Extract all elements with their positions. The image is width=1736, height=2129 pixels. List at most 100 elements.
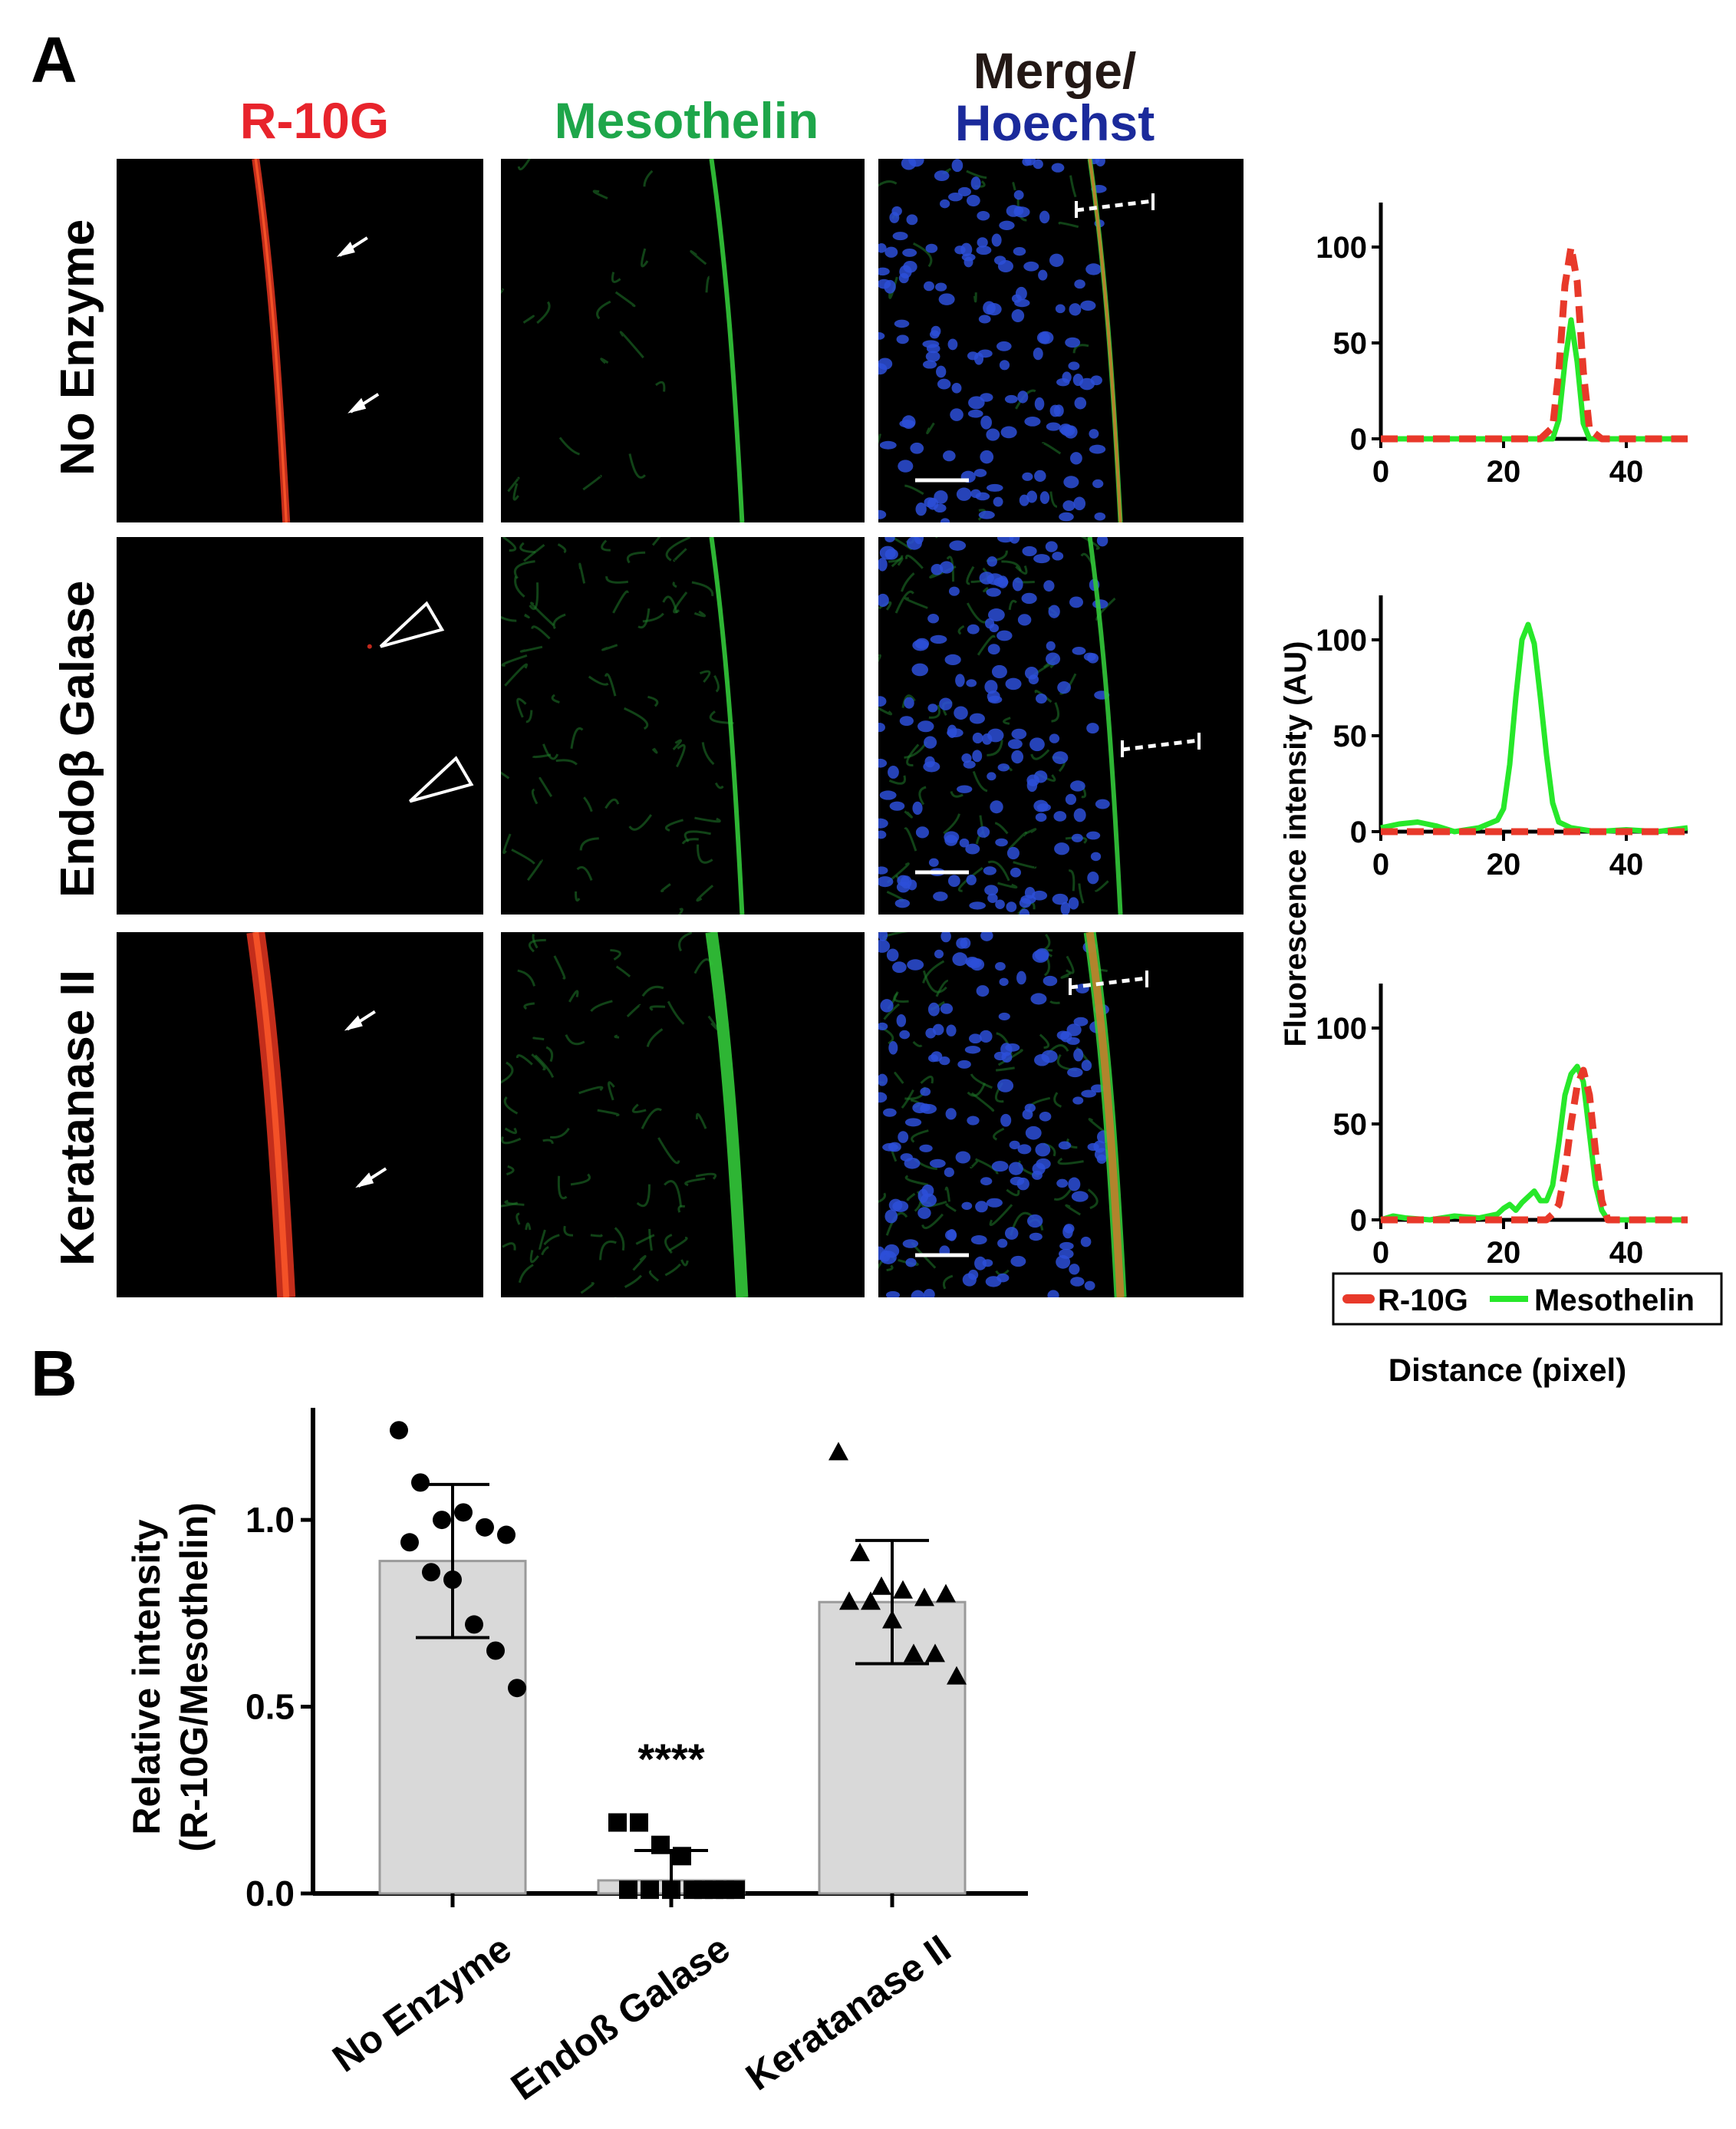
data-point [871, 1576, 891, 1595]
profile-y-tick-label: 100 [1316, 624, 1367, 657]
row-header-endo-galase: Endoβ Galase [51, 580, 104, 898]
data-point [882, 1610, 902, 1629]
data-point [411, 1473, 430, 1492]
series-r10g-line [1381, 1066, 1688, 1224]
mesothelin-signal [709, 537, 745, 915]
data-point [465, 1615, 483, 1634]
data-point [839, 1591, 859, 1610]
mesothelin-signal [1087, 537, 1123, 915]
line-profile-marker [1121, 733, 1201, 757]
legend-r10g-label: R-10G [1378, 1284, 1468, 1317]
data-point [619, 1880, 637, 1900]
data-point [925, 1643, 945, 1663]
profile-y-tick-label: 50 [1333, 1108, 1368, 1142]
profile-x-tick-label: 0 [1372, 455, 1389, 489]
micrograph-no-enzyme-mesothelin [501, 159, 865, 522]
profile-x-tick-label: 20 [1487, 848, 1521, 882]
profile-plot: 0 50 100 0 20 40 [1316, 595, 1688, 882]
bar-y-axis-label-line1: Relative intensity [125, 1519, 168, 1834]
profile-x-tick-label: 20 [1487, 455, 1521, 489]
merge-label: Merge/ [973, 42, 1137, 99]
panel-a-label: A [31, 24, 77, 96]
data-point [861, 1591, 881, 1610]
column-header-merge: Merge/ Hoechst [871, 44, 1239, 149]
profile-y-tick-label: 50 [1333, 720, 1368, 753]
open-arrowhead-icon [409, 756, 474, 803]
data-point [914, 1587, 934, 1607]
data-point [893, 1580, 913, 1599]
arrow-icon [348, 393, 380, 414]
bar-y-axis-label-line2: (R-10G/Mesothelin) [173, 1502, 216, 1852]
category-label: Keratanase II [738, 1926, 958, 2098]
arrow-icon [344, 1010, 376, 1031]
profile-plot: 0 50 100 0 20 40 [1316, 203, 1688, 489]
line-profile-marker [1075, 193, 1155, 218]
micrograph-endo-galase-mesothelin [501, 537, 865, 915]
data-point [400, 1533, 419, 1552]
profile-y-tick-label: 0 [1350, 816, 1367, 849]
data-point [726, 1880, 745, 1900]
legend-mesothelin-label: Mesothelin [1534, 1284, 1695, 1317]
bar-y-tick-label: 0.0 [245, 1874, 295, 1913]
series-mesothelin-line [1379, 1063, 1688, 1223]
row-header-keratanase: Keratanase II [51, 970, 104, 1266]
bar-y-tick-label: 1.0 [245, 1500, 295, 1540]
mesothelin-signal [705, 932, 749, 1297]
profile-y-tick-label: 0 [1350, 423, 1367, 456]
bar-y-tick-label: 0.5 [245, 1687, 295, 1727]
micrograph-endo-galase-r10g [117, 537, 483, 915]
profile-y-tick-label: 50 [1333, 327, 1368, 361]
data-point [684, 1880, 702, 1900]
micrograph-endo-galase-merge [878, 537, 1244, 915]
micrograph-keratanase-mesothelin [501, 932, 865, 1297]
data-point [433, 1511, 451, 1530]
data-point [390, 1421, 408, 1440]
data-point [662, 1880, 680, 1900]
data-point [705, 1880, 723, 1900]
micrograph-keratanase-merge [878, 932, 1244, 1297]
data-point [497, 1525, 516, 1544]
data-point [422, 1563, 440, 1582]
data-point [651, 1835, 670, 1854]
data-point [486, 1641, 505, 1660]
data-point [936, 1584, 956, 1603]
category-label: No Enzyme [324, 1926, 519, 2080]
significance-marker: **** [637, 1735, 704, 1783]
series-mesothelin-line [1380, 621, 1688, 835]
data-point [850, 1542, 870, 1561]
profile-x-tick-label: 40 [1609, 1236, 1644, 1270]
data-point [904, 1643, 924, 1663]
micrograph-keratanase-r10g [117, 932, 483, 1297]
data-point [476, 1518, 494, 1537]
hoechst-label: Hoechst [954, 94, 1155, 151]
arrow-icon [336, 236, 368, 257]
data-point [508, 1679, 526, 1698]
mesothelin-signal [709, 159, 745, 522]
profile-y-tick-label: 0 [1350, 1204, 1367, 1238]
micrograph-no-enzyme-merge [878, 159, 1244, 522]
line-profile-marker [1069, 971, 1148, 995]
data-point [947, 1666, 967, 1685]
profile-x-tick-label: 40 [1609, 455, 1644, 489]
series-r10g-line [1381, 243, 1688, 443]
data-point [828, 1442, 848, 1461]
data-point [443, 1570, 462, 1589]
profile-y-tick-label: 100 [1316, 1012, 1367, 1046]
column-header-mesothelin: Mesothelin [554, 92, 819, 149]
error-bar [855, 1538, 929, 1666]
column-header-r10g: R-10G [239, 92, 390, 149]
profile-x-tick-label: 40 [1609, 848, 1644, 882]
data-point [630, 1813, 648, 1832]
data-point [641, 1880, 659, 1900]
profile-x-tick-label: 0 [1372, 1236, 1389, 1270]
profile-x-tick-label: 20 [1487, 1236, 1521, 1270]
profile-plot: 0 50 100 0 20 40 [1316, 984, 1688, 1270]
profile-y-axis-label: Fluorescence intensity (AU) [1279, 641, 1313, 1046]
data-point [608, 1813, 627, 1832]
bar-chart: Relative intensity (R-10G/Mesothelin) 0.… [125, 1408, 1028, 2108]
open-arrowhead-icon [379, 601, 445, 648]
data-point [673, 1847, 691, 1866]
category-label: Endoß Galase [503, 1926, 737, 2108]
profile-legend: R-10G Mesothelin [1332, 1272, 1723, 1326]
arrow-icon [355, 1167, 387, 1188]
